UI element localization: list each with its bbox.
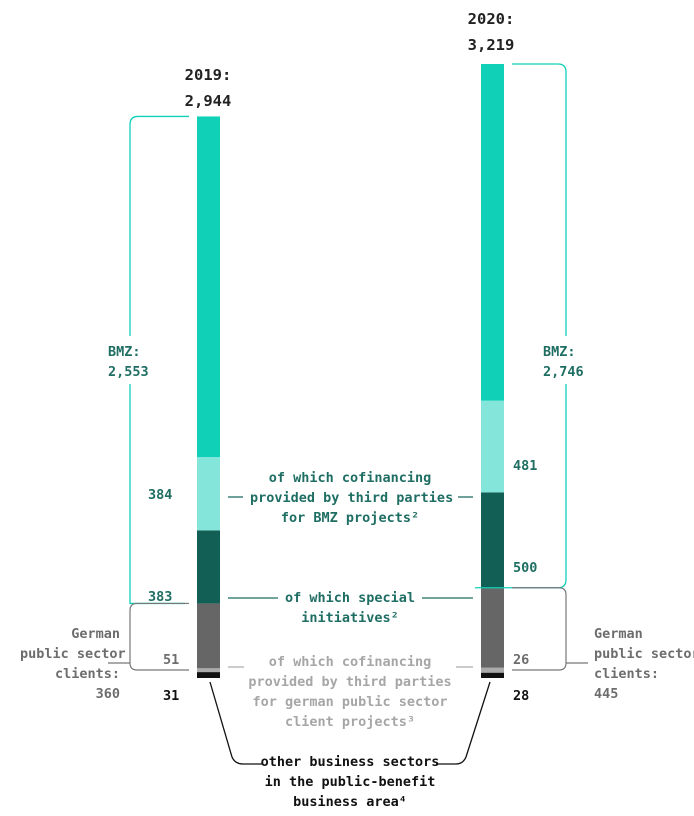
value-2019-cofinancing-bmz: 384 [148,487,173,503]
bar-2019-special [197,530,220,604]
year-2019-header: 2019: 2,944 [158,62,258,114]
value-2020-cofinancing-bmz: 481 [513,458,538,474]
annotation-cofinancing-bmz: of which cofinancing provided by third p… [250,470,454,526]
bar-2019-german_rest [197,603,220,669]
bar-2019-bmz_rest [197,116,220,458]
value-2020-special: 500 [513,560,538,576]
german-2019-bracket [108,602,189,671]
bars-group [197,64,504,678]
german-2020-bracket [512,587,588,671]
bar-2020-cof_german [481,667,504,673]
year-2020-header: 2020: 3,219 [441,6,541,58]
value-2020-other-business: 28 [513,688,530,704]
bar-2020-other_business [481,672,504,678]
annotation-special-initiatives: of which special initiatives² [284,590,416,626]
bar-2020-special [481,492,504,588]
bmz-2019-label: BMZ: 2,553 [108,344,149,380]
value-2019-cofinancing-german: 51 [163,652,180,668]
german-2019-label: German public sector clients: 360 [20,626,126,702]
bmz-2020-label: BMZ: 2,746 [543,344,584,380]
year-2019-label: 2019: [184,66,232,84]
bmz-2019-value: 2,553 [108,364,149,380]
bmz-2020-value: 2,746 [543,364,584,380]
value-2019-other-business: 31 [163,688,180,704]
bar-2019-other_business [197,672,220,678]
year-2020-label: 2020: [467,10,515,28]
bar-2019-cof_german [197,668,220,673]
german-2019-value: 360 [95,686,120,702]
bar-2020-german_rest [481,587,504,668]
connector-lines [108,63,588,765]
bar-2020-cof_bmz [481,400,504,493]
bar-2019-cof_bmz [197,457,220,531]
value-2020-cofinancing-german: 26 [513,652,530,668]
connector-other-business [209,681,491,765]
annotation-other-business: other business sectors in the public-ben… [260,754,440,810]
german-2020-label: German public sector clients: 445 [594,624,694,704]
year-2019-total: 2,944 [184,92,232,110]
bar-2020-bmz_rest [481,64,504,401]
year-2020-total: 3,219 [467,36,515,54]
value-2019-special: 383 [148,589,173,605]
german-2020-value: 445 [594,686,619,702]
annotation-cofinancing-german: of which cofinancing provided by third p… [248,654,452,730]
